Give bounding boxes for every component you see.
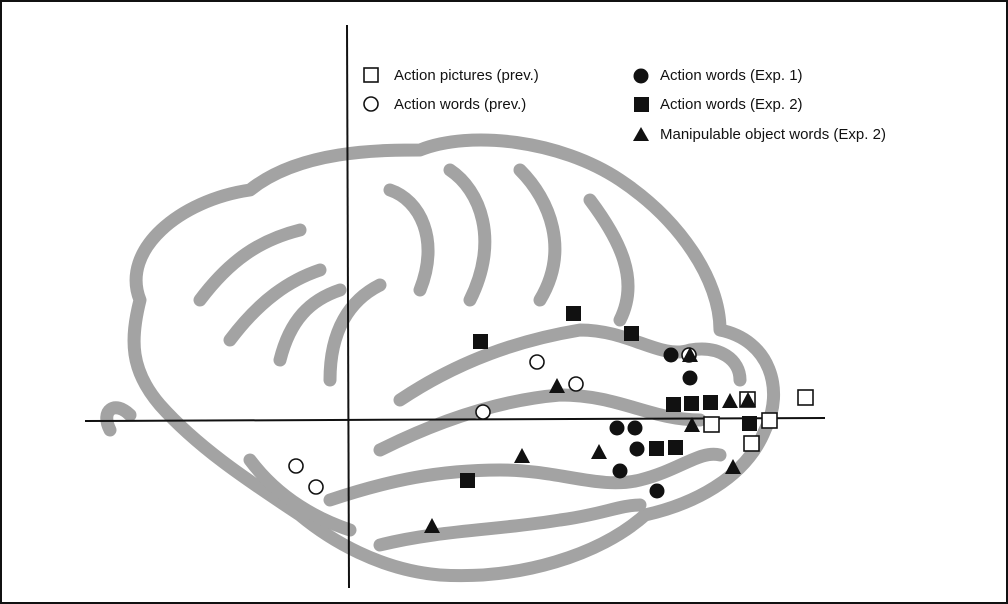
filled-circle bbox=[683, 371, 698, 386]
frame bbox=[1, 1, 1007, 603]
filled-circle bbox=[664, 348, 679, 363]
filled-circle bbox=[650, 484, 665, 499]
open-square bbox=[798, 390, 813, 405]
legend-filled-circle bbox=[634, 69, 649, 84]
legend-label: Manipulable object words (Exp. 2) bbox=[660, 126, 886, 143]
filled-square bbox=[649, 441, 664, 456]
open-square bbox=[704, 417, 719, 432]
legend-label: Action words (Exp. 1) bbox=[660, 67, 803, 84]
filled-square bbox=[666, 397, 681, 412]
filled-square bbox=[742, 416, 757, 431]
legend-open-circle bbox=[364, 97, 378, 111]
open-square bbox=[744, 436, 759, 451]
filled-square bbox=[684, 396, 699, 411]
legend-open-square bbox=[364, 68, 378, 82]
filled-square bbox=[703, 395, 718, 410]
filled-square bbox=[668, 440, 683, 455]
open-circle bbox=[289, 459, 303, 473]
filled-circle bbox=[613, 464, 628, 479]
filled-circle bbox=[610, 421, 625, 436]
open-circle bbox=[476, 405, 490, 419]
legend-filled-square bbox=[634, 97, 649, 112]
filled-square bbox=[566, 306, 581, 321]
open-circle bbox=[530, 355, 544, 369]
legend-label: Action words (Exp. 2) bbox=[660, 96, 803, 113]
figure: Action pictures (prev.) Action words (pr… bbox=[0, 0, 1008, 604]
filled-square bbox=[473, 334, 488, 349]
filled-circle bbox=[630, 442, 645, 457]
open-circle bbox=[309, 480, 323, 494]
legend-label: Action words (prev.) bbox=[394, 96, 526, 113]
open-circle bbox=[569, 377, 583, 391]
open-square bbox=[762, 413, 777, 428]
filled-circle bbox=[628, 421, 643, 436]
legend-label: Action pictures (prev.) bbox=[394, 67, 539, 84]
filled-square bbox=[460, 473, 475, 488]
filled-square bbox=[624, 326, 639, 341]
